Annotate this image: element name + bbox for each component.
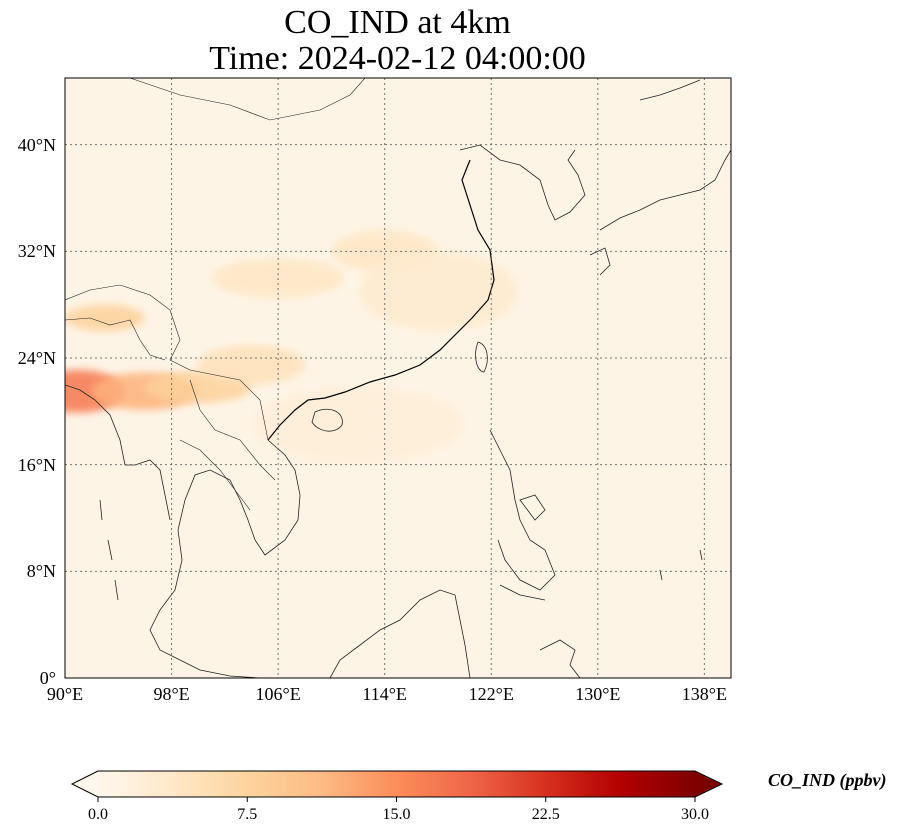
- colorbar-gradient: [98, 771, 695, 797]
- lon-tick-label: 90°E: [46, 684, 84, 704]
- colorbar-tick-label: 22.5: [531, 806, 560, 823]
- lon-tick-label: 130°E: [575, 684, 621, 704]
- coastlines: [65, 78, 731, 678]
- lon-tick-label: 122°E: [468, 684, 514, 704]
- lon-tick-label: 106°E: [255, 684, 301, 704]
- lat-tick-label: 40°N: [17, 134, 56, 155]
- colorbar-tick-label: 30.0: [681, 806, 709, 823]
- map-subtitle-time: Time: 2024-02-12 04:00:00: [209, 40, 586, 77]
- lon-tick-label: 138°E: [681, 684, 727, 704]
- map-frame: [64, 77, 732, 679]
- colorbar-tick-label: 0.0: [88, 806, 108, 823]
- lon-tick-label: 114°E: [362, 684, 407, 704]
- lat-tick-label: 32°N: [17, 241, 56, 262]
- map-title: CO_IND at 4km: [284, 4, 511, 41]
- plume-3: [198, 344, 305, 385]
- lat-tick-label: 16°N: [17, 454, 56, 475]
- lat-tick-label: 24°N: [17, 348, 56, 368]
- colorbar-title: CO_IND (ppbv): [768, 770, 887, 790]
- colorbar: [70, 770, 724, 802]
- plume-8: [251, 384, 465, 465]
- colorbar-tick-label: 7.5: [237, 806, 258, 823]
- plume-4: [65, 304, 145, 332]
- plume-7: [358, 251, 518, 332]
- colorbar-extend-low: [72, 771, 98, 797]
- colorbar-tick-label: 15.0: [382, 806, 411, 823]
- lat-tick-label: 8°N: [26, 561, 56, 582]
- gridlines: [65, 78, 731, 678]
- colorbar-extend-high: [695, 771, 722, 797]
- lat-tick-label: 0°: [39, 668, 56, 688]
- lon-tick-label: 98°E: [153, 684, 190, 704]
